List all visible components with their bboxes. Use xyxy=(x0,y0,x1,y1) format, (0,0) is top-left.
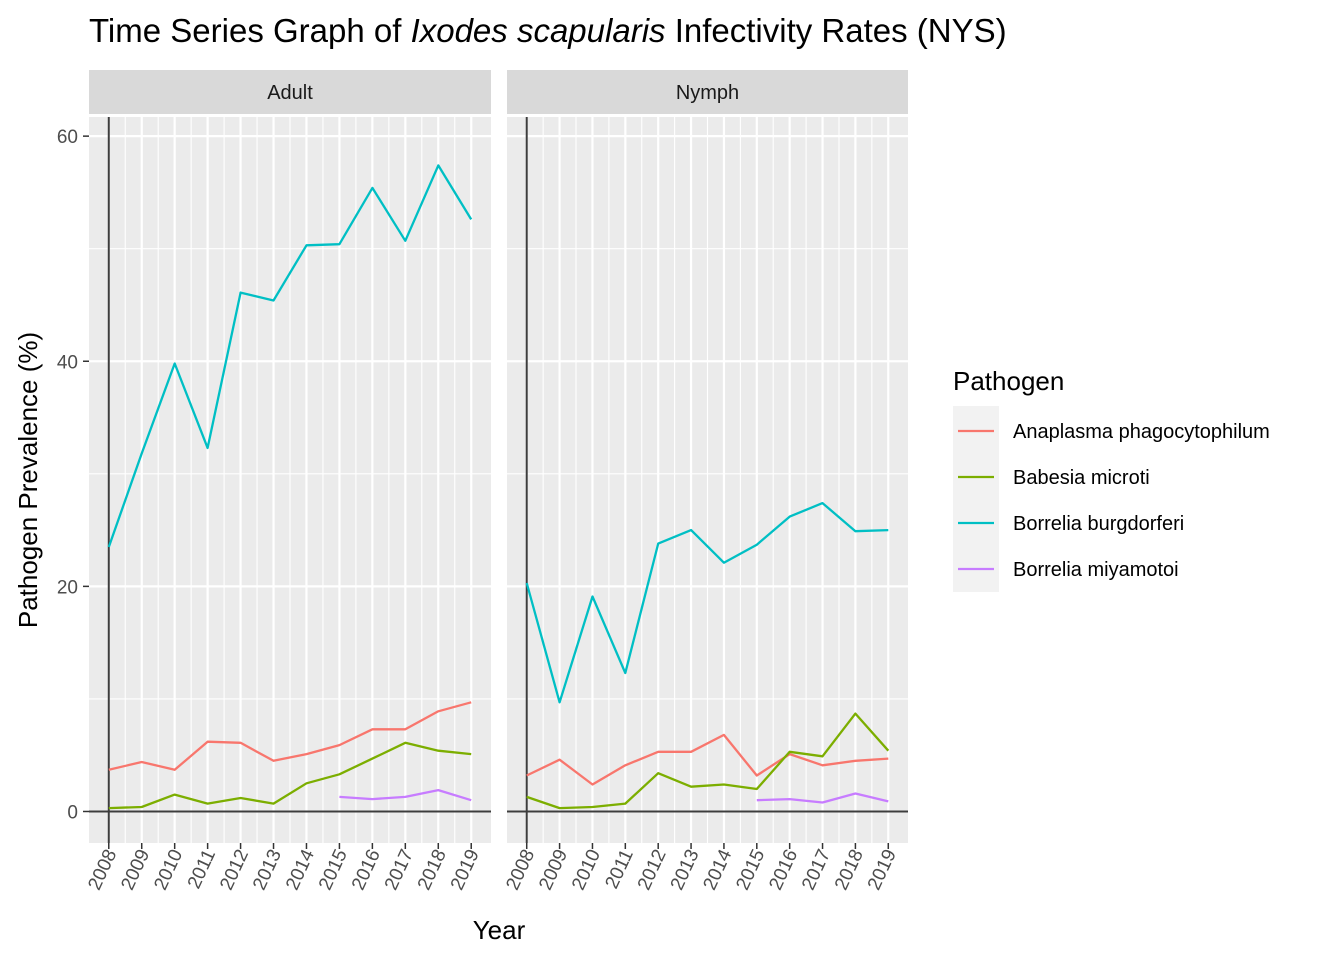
series-line-babesia-microti xyxy=(526,712,890,810)
panels-layer: Adult20082009201020112012201320142015201… xyxy=(57,70,908,893)
x-tick-label: 2009 xyxy=(535,846,572,893)
x-tick-label: 2015 xyxy=(315,846,352,893)
legend-label-borrelia-miyamotoi: Borrelia miyamotoi xyxy=(1013,559,1179,581)
series-line-borrelia-miyamotoi xyxy=(756,792,889,804)
x-axis-title: Year xyxy=(473,915,526,945)
y-axis-title: Pathogen Prevalence (%) xyxy=(13,332,43,628)
legend-label-babesia-microti: Babesia microti xyxy=(1013,467,1150,489)
x-tick-label: 2013 xyxy=(249,846,286,893)
facet-strip xyxy=(507,70,908,114)
chart-title-species: Ixodes scapularis xyxy=(411,12,666,49)
series-line-borrelia-burgdorferi xyxy=(525,501,889,704)
x-tick-label: 2014 xyxy=(700,846,737,894)
x-tick-label: 2012 xyxy=(216,846,253,893)
x-tick-label: 2016 xyxy=(765,846,802,893)
series-line-borrelia-miyamotoi xyxy=(339,788,472,802)
x-tick-label: 2016 xyxy=(348,846,385,893)
x-tick-label: 2010 xyxy=(568,846,605,893)
x-tick-label: 2008 xyxy=(84,846,121,893)
legend-key-background xyxy=(953,406,999,592)
x-tick-label: 2011 xyxy=(184,846,220,892)
chart-title-prefix: Time Series Graph of xyxy=(89,12,411,49)
facet-strip xyxy=(89,70,491,114)
x-tick-label: 2017 xyxy=(381,846,418,893)
y-tick-label: 20 xyxy=(57,577,78,598)
x-tick-label: 2008 xyxy=(502,846,539,893)
x-tick-label: 2019 xyxy=(447,846,484,893)
x-tick-label: 2012 xyxy=(634,846,671,893)
series-line-babesia-microti xyxy=(108,741,472,810)
legend-label-anaplasma-phagocytophilum: Anaplasma phagocytophilum xyxy=(1013,421,1270,443)
x-tick-label: 2013 xyxy=(667,846,704,893)
y-tick-label: 0 xyxy=(67,802,78,823)
x-tick-label: 2019 xyxy=(864,846,901,893)
chart-title-suffix: Infectivity Rates (NYS) xyxy=(666,12,1007,49)
series-line-anaplasma-phagocytophilum xyxy=(526,733,889,786)
y-tick-label: 40 xyxy=(57,352,78,373)
legend-items: Anaplasma phagocytophilum Babesia microti… xyxy=(958,421,1270,581)
legend-label-borrelia-burgdorferi: Borrelia burgdorferi xyxy=(1013,513,1184,535)
panel-nymph: Nymph20082009201020112012201320142015201… xyxy=(502,70,908,893)
x-tick-label: 2014 xyxy=(282,846,319,894)
series-line-borrelia-burgdorferi xyxy=(107,164,473,548)
x-tick-label: 2017 xyxy=(798,846,835,893)
x-tick-label: 2018 xyxy=(414,846,451,893)
x-tick-label: 2018 xyxy=(831,846,868,893)
x-tick-label: 2011 xyxy=(602,846,638,892)
facet-strip-label: Nymph xyxy=(676,82,739,104)
legend-title: Pathogen xyxy=(953,366,1064,396)
y-tick-label: 60 xyxy=(57,127,78,148)
x-tick-label: 2010 xyxy=(150,846,187,893)
series-line-anaplasma-phagocytophilum xyxy=(108,701,472,771)
legend: Pathogen Anaplasma phagocytophilum Babesi… xyxy=(953,366,1270,592)
facet-strip-label: Adult xyxy=(267,82,313,104)
x-tick-label: 2015 xyxy=(732,846,769,893)
x-tick-label: 2009 xyxy=(117,846,154,893)
chart-title: Time Series Graph of Ixodes scapularis I… xyxy=(89,12,1007,49)
panel-adult: Adult20082009201020112012201320142015201… xyxy=(57,70,491,893)
